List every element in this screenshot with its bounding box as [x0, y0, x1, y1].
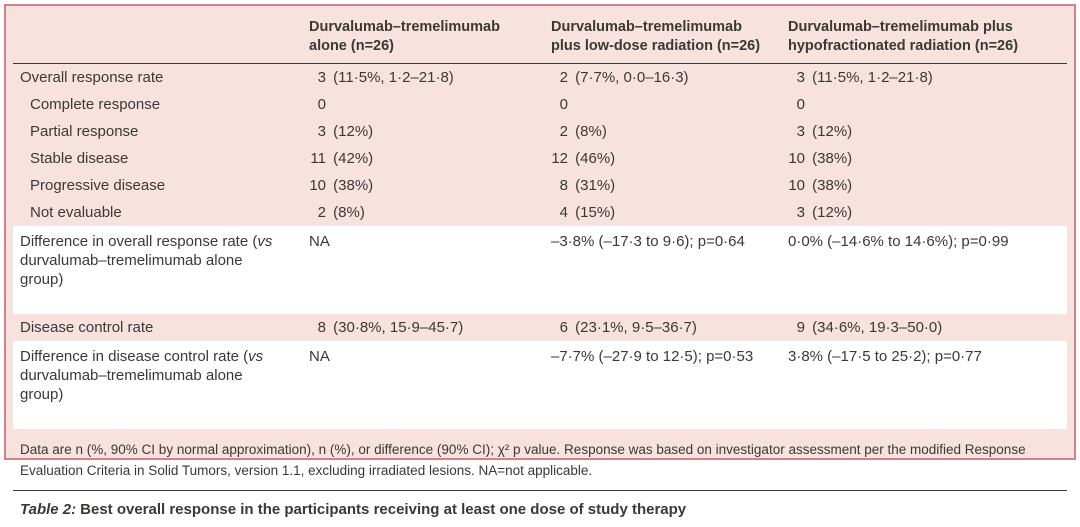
cell-value: 0: [559, 96, 568, 113]
cell-value: 4 (15%): [559, 204, 616, 221]
table-row-not-evaluable: Not evaluable 2 (8%) 4 (15%) 3 (12%): [13, 199, 1067, 226]
cell-value: 12 (46%): [551, 150, 616, 167]
column-header-low-dose-radiation: Durvalumab–tremelimumab plus low-dose ra…: [543, 6, 780, 64]
cell-value: 10 (38%): [788, 150, 853, 167]
row-label: Complete response: [30, 96, 161, 113]
row-label: Progressive disease: [30, 177, 166, 194]
table-row-difference-disease-control-rate: Difference in disease control rate (vs d…: [13, 341, 1067, 429]
table-row-partial-response: Partial response 3 (12%) 2 (8%) 3 (12%): [13, 118, 1067, 145]
cell-value: 3 (11·5%, 1·2–21·8): [796, 69, 933, 86]
cell-value: 3 (12%): [317, 123, 374, 140]
table-caption-text: Best overall response in the participant…: [80, 501, 687, 518]
cell-value: 3 (11·5%, 1·2–21·8): [317, 69, 454, 86]
table-row-stable-disease: Stable disease 11 (42%) 12 (46%) 10 (38%…: [13, 145, 1067, 172]
cell-value: NA: [301, 341, 543, 429]
cell-value: 3·8% (–17·5 to 25·2); p=0·77: [780, 341, 1067, 429]
cell-value: 2 (8%): [559, 123, 607, 140]
cell-value: NA: [301, 226, 543, 314]
cell-value: 10 (38%): [788, 177, 853, 194]
table-row-difference-overall-response-rate: Difference in overall response rate (vs …: [13, 226, 1067, 314]
row-label: Stable disease: [30, 150, 129, 167]
cell-value: 9 (34·6%, 19·3–50·0): [796, 319, 943, 336]
row-label-text: Difference in overall response rate (: [20, 233, 258, 250]
header-row: Durvalumab–tremelimumab alone (n=26) Dur…: [13, 6, 1067, 64]
table-footnote: Data are n (%, 90% CI by normal approxim…: [20, 442, 1026, 478]
table-row-disease-control-rate: Disease control rate 8 (30·8%, 15·9–45·7…: [13, 314, 1067, 341]
cell-value: 0·0% (–14·6% to 14·6%); p=0·99: [780, 226, 1067, 314]
table-row-complete-response: Complete response 0 0 0: [13, 91, 1067, 118]
best-overall-response-table: Durvalumab–tremelimumab alone (n=26) Dur…: [13, 6, 1067, 429]
cell-value: 3 (12%): [796, 123, 853, 140]
cell-value: 8 (30·8%, 15·9–45·7): [317, 319, 464, 336]
cell-value: 10 (38%): [309, 177, 374, 194]
row-label-vs: vs: [248, 348, 264, 365]
row-label: Difference in disease control rate (vs d…: [13, 341, 301, 429]
cell-value: 3 (12%): [796, 204, 853, 221]
cell-value: 8 (31%): [559, 177, 616, 194]
row-label: Overall response rate: [20, 69, 164, 86]
table-2-panel: Durvalumab–tremelimumab alone (n=26) Dur…: [4, 4, 1076, 518]
cell-value: –7·7% (–27·9 to 12·5); p=0·53: [543, 341, 780, 429]
row-label-text: Difference in disease control rate (: [20, 348, 249, 365]
table-row-progressive-disease: Progressive disease 10 (38%) 8 (31%) 10 …: [13, 172, 1067, 199]
cell-value: 2 (7·7%, 0·0–16·3): [559, 69, 689, 86]
row-label: Disease control rate: [20, 319, 154, 336]
column-header-hypofractionated-radiation: Durvalumab–tremelimumab plus hypofractio…: [780, 6, 1067, 64]
row-label: Partial response: [30, 123, 139, 140]
column-header-alone: Durvalumab–tremelimumab alone (n=26): [301, 6, 543, 64]
row-label-text: durvalumab–tremelimumab alone group): [20, 367, 243, 403]
table-caption: Table 2: Best overall response in the par…: [13, 491, 1067, 527]
cell-value: 0: [796, 96, 805, 113]
row-label: Difference in overall response rate (vs …: [13, 226, 301, 314]
cell-value: 6 (23·1%, 9·5–36·7): [559, 319, 697, 336]
table-caption-number: Table 2:: [20, 501, 77, 518]
row-label: Not evaluable: [30, 204, 122, 221]
cell-value: 11 (42%): [310, 150, 374, 167]
column-header-empty: [13, 6, 301, 64]
cell-value: 2 (8%): [317, 204, 365, 221]
row-label-text: durvalumab–tremelimumab alone group): [20, 252, 243, 288]
table-row-overall-response-rate: Overall response rate 3 (11·5%, 1·2–21·8…: [13, 64, 1067, 92]
cell-value: –3·8% (–17·3 to 9·6); p=0·64: [543, 226, 780, 314]
cell-value: 0: [317, 96, 326, 113]
row-label-vs: vs: [257, 233, 273, 250]
